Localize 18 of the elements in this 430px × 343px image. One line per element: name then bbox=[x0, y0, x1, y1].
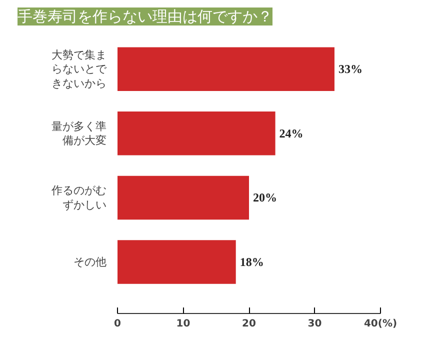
x-tick-label: 0 bbox=[114, 318, 122, 330]
y-tick-label: 作るのがむずかしい bbox=[50, 184, 106, 212]
data-label: 18% bbox=[240, 255, 264, 270]
x-tick-label: 40(%) bbox=[364, 318, 398, 330]
y-tick-label: その他 bbox=[74, 256, 106, 269]
bar bbox=[118, 47, 334, 91]
bar bbox=[118, 112, 276, 156]
bar bbox=[118, 176, 249, 220]
chart-title: 手巻寿司を作らない理由は何ですか？ bbox=[18, 8, 272, 26]
y-tick-label: 量が多く準備が大変 bbox=[52, 120, 106, 148]
x-tick-label: 30 bbox=[308, 318, 322, 330]
data-label: 20% bbox=[253, 190, 277, 205]
bar bbox=[118, 240, 236, 284]
data-label: 24% bbox=[279, 126, 304, 140]
x-tick-label: 10 bbox=[176, 318, 190, 330]
x-tick-label: 20 bbox=[242, 318, 256, 330]
y-tick-label: 大勢で集まらないとできないから bbox=[52, 48, 108, 90]
data-label: 33% bbox=[338, 62, 362, 76]
